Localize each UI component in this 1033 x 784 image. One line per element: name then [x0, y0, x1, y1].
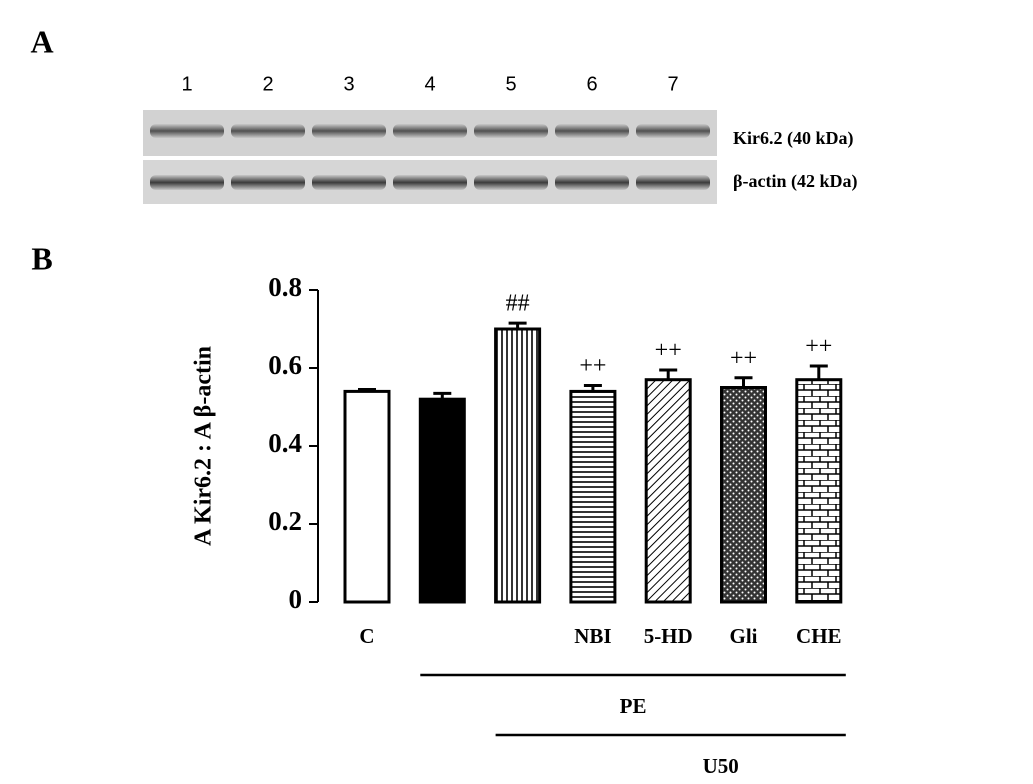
band [312, 124, 386, 138]
lane-number: 3 [343, 73, 354, 95]
bar [494, 327, 542, 604]
band [555, 124, 629, 138]
band [555, 175, 629, 190]
y-tick-label: 0.6 [268, 350, 302, 380]
bar [343, 389, 391, 604]
band [393, 175, 467, 190]
lane-number: 6 [586, 73, 597, 95]
bar [569, 389, 617, 604]
lane-number: 4 [424, 73, 435, 95]
y-tick-label: 0 [289, 584, 303, 614]
chart: 0 0.2 0.4 0.6 0.8 A Kir6.2 : A β-actin C ## ++ NB… [191, 272, 846, 778]
y-tick-label: 0.8 [268, 272, 302, 302]
panel-label: A [30, 23, 53, 59]
band [231, 124, 305, 138]
lane-number: 2 [262, 73, 273, 95]
band [312, 175, 386, 190]
lane-number: 7 [667, 73, 678, 95]
row-label: Kir6.2 (40 kDa) [733, 128, 854, 149]
bar [795, 378, 843, 604]
bar [644, 378, 692, 604]
band [150, 175, 224, 190]
lane-number: 1 [181, 73, 192, 95]
x-tick-label: 5-HD [644, 624, 693, 648]
panel-label: B [31, 240, 52, 276]
x-tick-label: NBI [574, 624, 611, 648]
blot: 1 2 3 4 5 6 7 Kir6.2 (40 kDa) β-actin (42 kDa) [150, 73, 857, 192]
band [150, 124, 224, 138]
lane-number: 5 [505, 73, 516, 95]
bar [418, 397, 466, 604]
band [474, 124, 548, 138]
significance-label: ++ [579, 353, 606, 379]
group-label: U50 [703, 754, 739, 778]
band [636, 175, 710, 190]
group-label: PE [620, 694, 647, 718]
band [474, 175, 548, 190]
significance-label: ++ [805, 334, 832, 360]
y-tick-label: 0.4 [268, 428, 302, 458]
band [393, 124, 467, 138]
bar [720, 386, 767, 604]
x-tick-label: Gli [729, 624, 757, 648]
significance-label: ++ [655, 337, 682, 363]
significance-label: ## [506, 291, 530, 317]
x-tick-label: CHE [796, 624, 842, 648]
band [231, 175, 305, 190]
row-label: β-actin (42 kDa) [733, 171, 857, 192]
y-tick-label: 0.2 [268, 506, 302, 536]
y-axis-label: A Kir6.2 : A β-actin [191, 346, 217, 546]
band [636, 124, 710, 138]
x-tick-label: C [359, 624, 374, 648]
significance-label: ++ [730, 345, 757, 371]
